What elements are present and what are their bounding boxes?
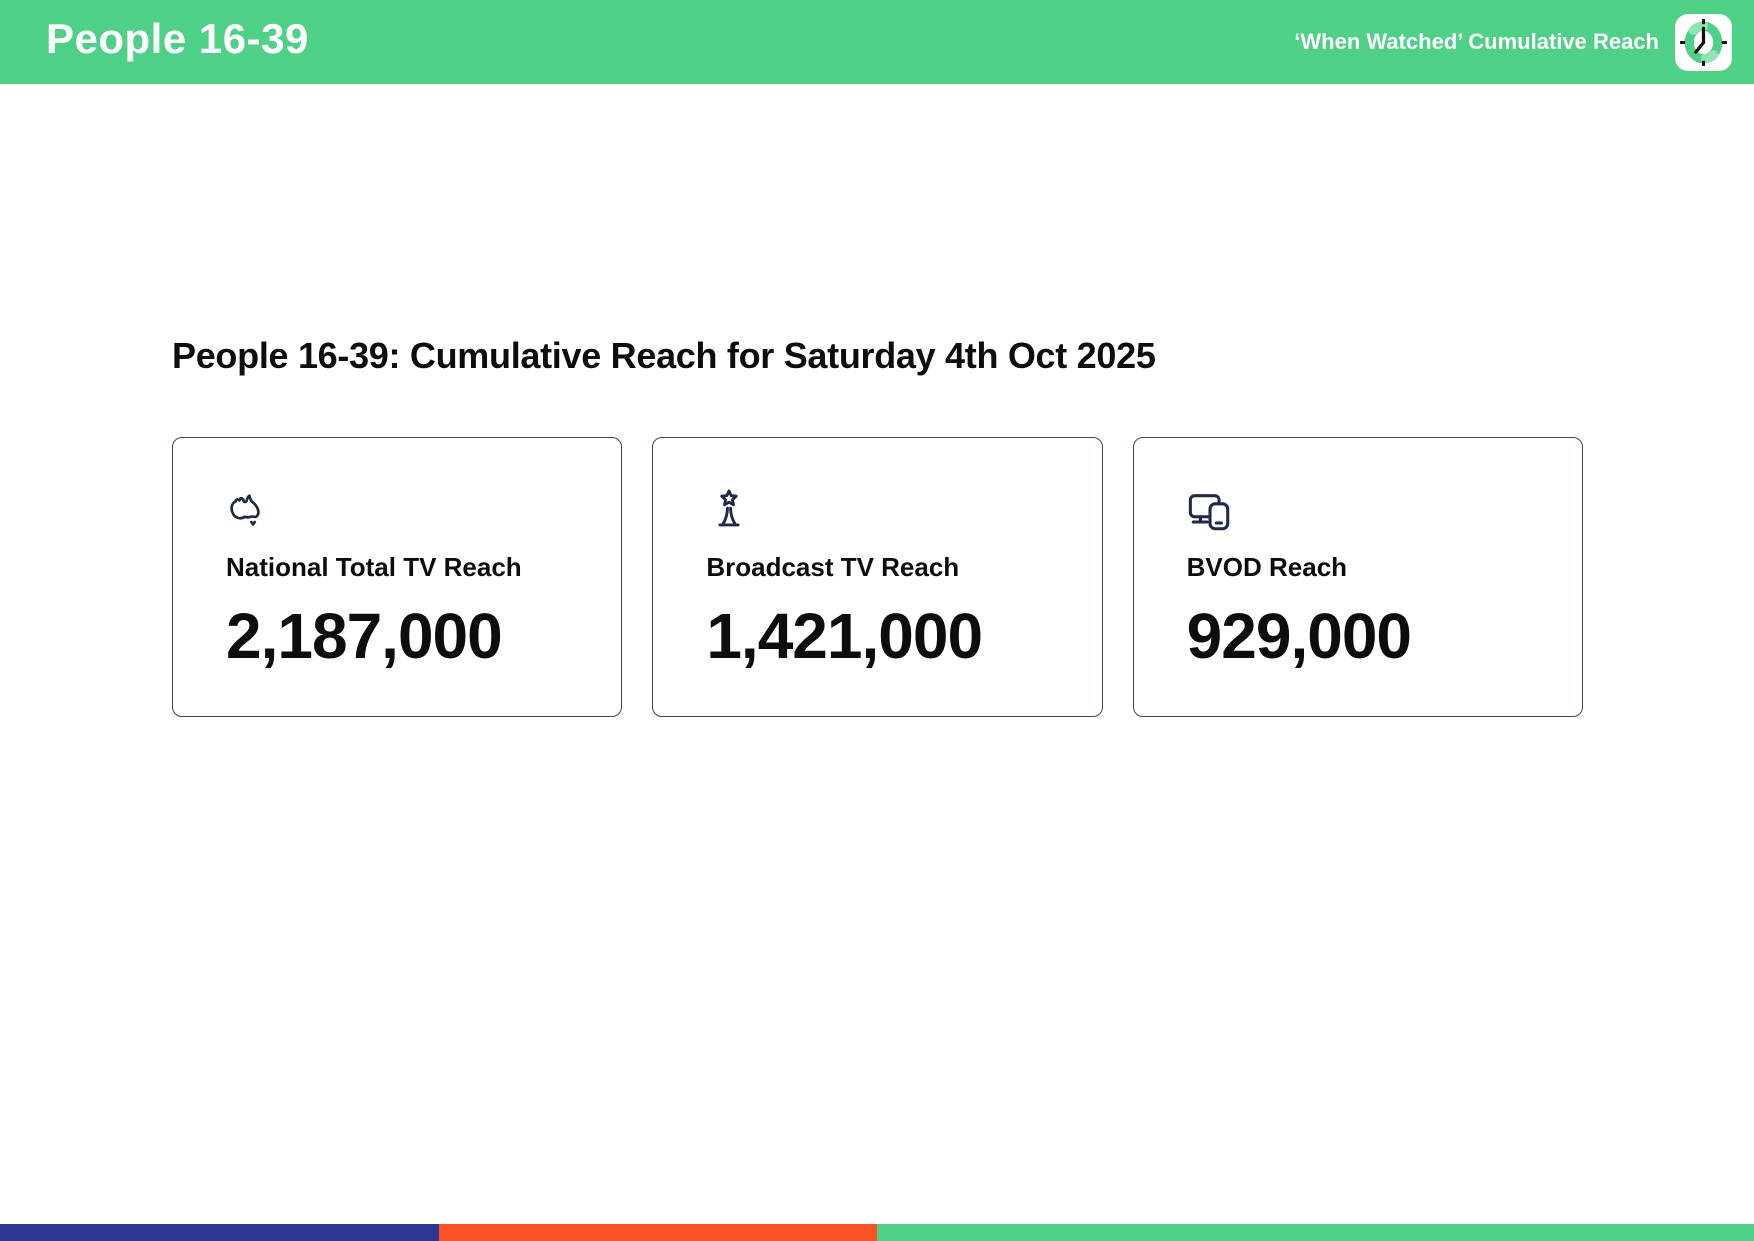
page-title: People 16-39 xyxy=(46,15,309,62)
card-label: BVOD Reach xyxy=(1186,552,1348,582)
app-header: People 16-39 ‘When Watched’ Cumulative R… xyxy=(0,0,1754,84)
kpi-cards-row: National Total TV Reach 2,187,000 Broadc… xyxy=(172,437,1583,717)
card-value: 929,000 xyxy=(1186,600,1412,672)
app-logo xyxy=(1675,13,1732,71)
header-right-group: ‘When Watched’ Cumulative Reach xyxy=(1294,13,1732,71)
australia-map-icon xyxy=(226,488,272,534)
card-broadcast-tv-reach: Broadcast TV Reach 1,421,000 xyxy=(652,437,1103,717)
card-national-total-tv-reach: National Total TV Reach 2,187,000 xyxy=(172,437,623,717)
footer-green-segment xyxy=(877,1224,1754,1241)
section-heading: People 16-39: Cumulative Reach for Satur… xyxy=(172,335,1156,376)
footer-color-bar xyxy=(0,1224,1754,1241)
report-type-label: ‘When Watched’ Cumulative Reach xyxy=(1294,29,1659,54)
footer-orange-segment xyxy=(438,1224,877,1241)
footer-navy-segment xyxy=(0,1224,439,1241)
card-bvod-reach: BVOD Reach 929,000 xyxy=(1132,437,1583,717)
card-value: 2,187,000 xyxy=(226,600,503,672)
card-value: 1,421,000 xyxy=(706,600,983,672)
card-label: Broadcast TV Reach xyxy=(706,552,960,582)
clock-logo-icon xyxy=(1675,14,1732,71)
devices-icon xyxy=(1187,488,1233,534)
broadcast-tower-icon xyxy=(706,488,752,534)
card-label: National Total TV Reach xyxy=(226,552,522,582)
